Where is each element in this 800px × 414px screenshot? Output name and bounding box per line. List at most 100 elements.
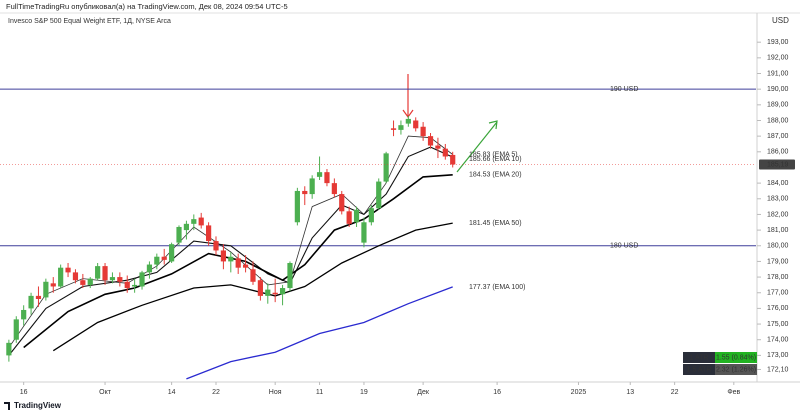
atr-value: 1.55 (0.84%) <box>716 354 756 361</box>
x-tick-label: 22 <box>212 389 220 396</box>
candle-body <box>279 288 286 295</box>
candle-body <box>235 258 241 268</box>
x-tick-label: Ноя <box>269 389 282 396</box>
candle-body <box>183 223 190 231</box>
candle-body <box>442 148 448 157</box>
candle-body <box>228 256 234 262</box>
candle-body <box>302 190 308 195</box>
candle-body <box>331 183 337 195</box>
candle-body <box>176 226 182 243</box>
candle-body <box>242 264 249 268</box>
candle-body <box>6 342 12 356</box>
x-tick-label: 13 <box>626 389 634 396</box>
atr-value: 2.32 (1.26%) <box>716 366 756 373</box>
y-tick-label: 191,00 <box>767 70 789 77</box>
up-arrow <box>456 121 498 173</box>
candle-body <box>35 295 42 300</box>
level-label: 180 USD <box>610 243 638 250</box>
candle-body <box>72 272 79 281</box>
candle-body <box>220 250 226 262</box>
candle-body <box>161 256 167 260</box>
candle-body <box>154 256 160 265</box>
candle-body <box>398 125 404 130</box>
atr-name-box <box>683 352 715 363</box>
atr-value-box <box>715 352 757 363</box>
y-tick-label: 172,10 <box>767 366 789 373</box>
candle-body <box>346 211 352 224</box>
x-tick-label: Окт <box>99 389 112 396</box>
candle-body <box>21 309 27 320</box>
candle-body <box>206 225 212 242</box>
candle-body <box>265 289 271 296</box>
candle-body <box>146 264 153 273</box>
candle-body <box>376 181 382 209</box>
y-tick-label: 193,00 <box>767 39 789 46</box>
candle-body <box>405 118 411 124</box>
candle-body <box>420 126 426 137</box>
candle-body <box>58 267 64 287</box>
candle-body <box>272 292 278 295</box>
candle-body <box>250 269 256 282</box>
candle-body <box>413 120 419 129</box>
candle-body <box>124 281 130 289</box>
candle-body <box>117 277 123 282</box>
ema-label: 185.66 (EMA 10) <box>469 156 522 163</box>
y-tick-label: 188,00 <box>767 117 789 124</box>
ema-label: 181.45 (EMA 50) <box>469 220 522 227</box>
candle-body <box>257 280 263 296</box>
y-tick-label: 184,00 <box>767 180 789 187</box>
candle-body <box>213 241 219 251</box>
publisher-header: FullTimeTradingRu опубликовал(а) на Trad… <box>6 2 288 11</box>
candle-body <box>191 219 197 224</box>
x-tick-label: 22 <box>671 389 679 396</box>
candle-body <box>102 266 108 281</box>
ema-label: 177.37 (EMA 100) <box>469 284 525 291</box>
ema-line <box>186 286 453 380</box>
y-tick-label: 180,00 <box>767 243 789 250</box>
candle-body <box>28 295 34 309</box>
atr-value-box <box>715 364 757 375</box>
candle-body <box>339 194 345 212</box>
y-tick-label: 178,00 <box>767 274 789 281</box>
candle-body <box>139 272 145 287</box>
y-tick-label: 189,00 <box>767 102 789 109</box>
y-tick-label: 173,00 <box>767 352 789 359</box>
ema-label: 184.53 (EMA 20) <box>469 172 522 179</box>
candle-body <box>287 262 293 289</box>
candle-body <box>95 266 101 279</box>
atr-name-box <box>683 364 715 375</box>
ema-label: 185.83 (EMA 5) <box>469 151 518 158</box>
y-tick-label: 174,00 <box>767 337 789 344</box>
footer-logo: TradingView <box>14 401 62 410</box>
candle-body <box>435 145 441 149</box>
x-tick-label: 16 <box>493 389 501 396</box>
up-arrow-head <box>488 120 498 130</box>
candle-body <box>427 136 434 146</box>
y-tick-label: 181,00 <box>767 227 789 234</box>
candle-body <box>132 284 138 287</box>
y-tick-label: 192,00 <box>767 55 789 62</box>
y-tick-label: 175,00 <box>767 321 789 328</box>
y-tick-label: 177,00 <box>767 290 789 297</box>
x-tick-label: Дек <box>417 389 430 396</box>
candle-body <box>390 128 397 130</box>
y-tick-label: 183,00 <box>767 196 789 203</box>
x-tick-label: 11 <box>316 389 323 396</box>
candle-body <box>169 244 175 262</box>
x-tick-label: 14 <box>168 389 176 396</box>
y-tick-label: 179,00 <box>767 258 789 265</box>
candle-body <box>65 267 71 273</box>
candle-body <box>361 222 367 243</box>
candle-body <box>353 209 360 223</box>
plot-area: 172,10 173,00 174,00 175,00 176,00 177,00 178,… <box>0 39 795 396</box>
candle-body <box>13 319 19 340</box>
y-tick-label: 176,00 <box>767 305 789 312</box>
candle-body <box>109 277 116 281</box>
y-tick-label: 190,00 <box>767 86 789 93</box>
atr-name: 1.5 ATR <box>687 366 712 373</box>
level-label: 190 USD <box>610 86 638 93</box>
last-price-box <box>759 159 795 170</box>
y-tick-label: 187,00 <box>767 133 789 140</box>
